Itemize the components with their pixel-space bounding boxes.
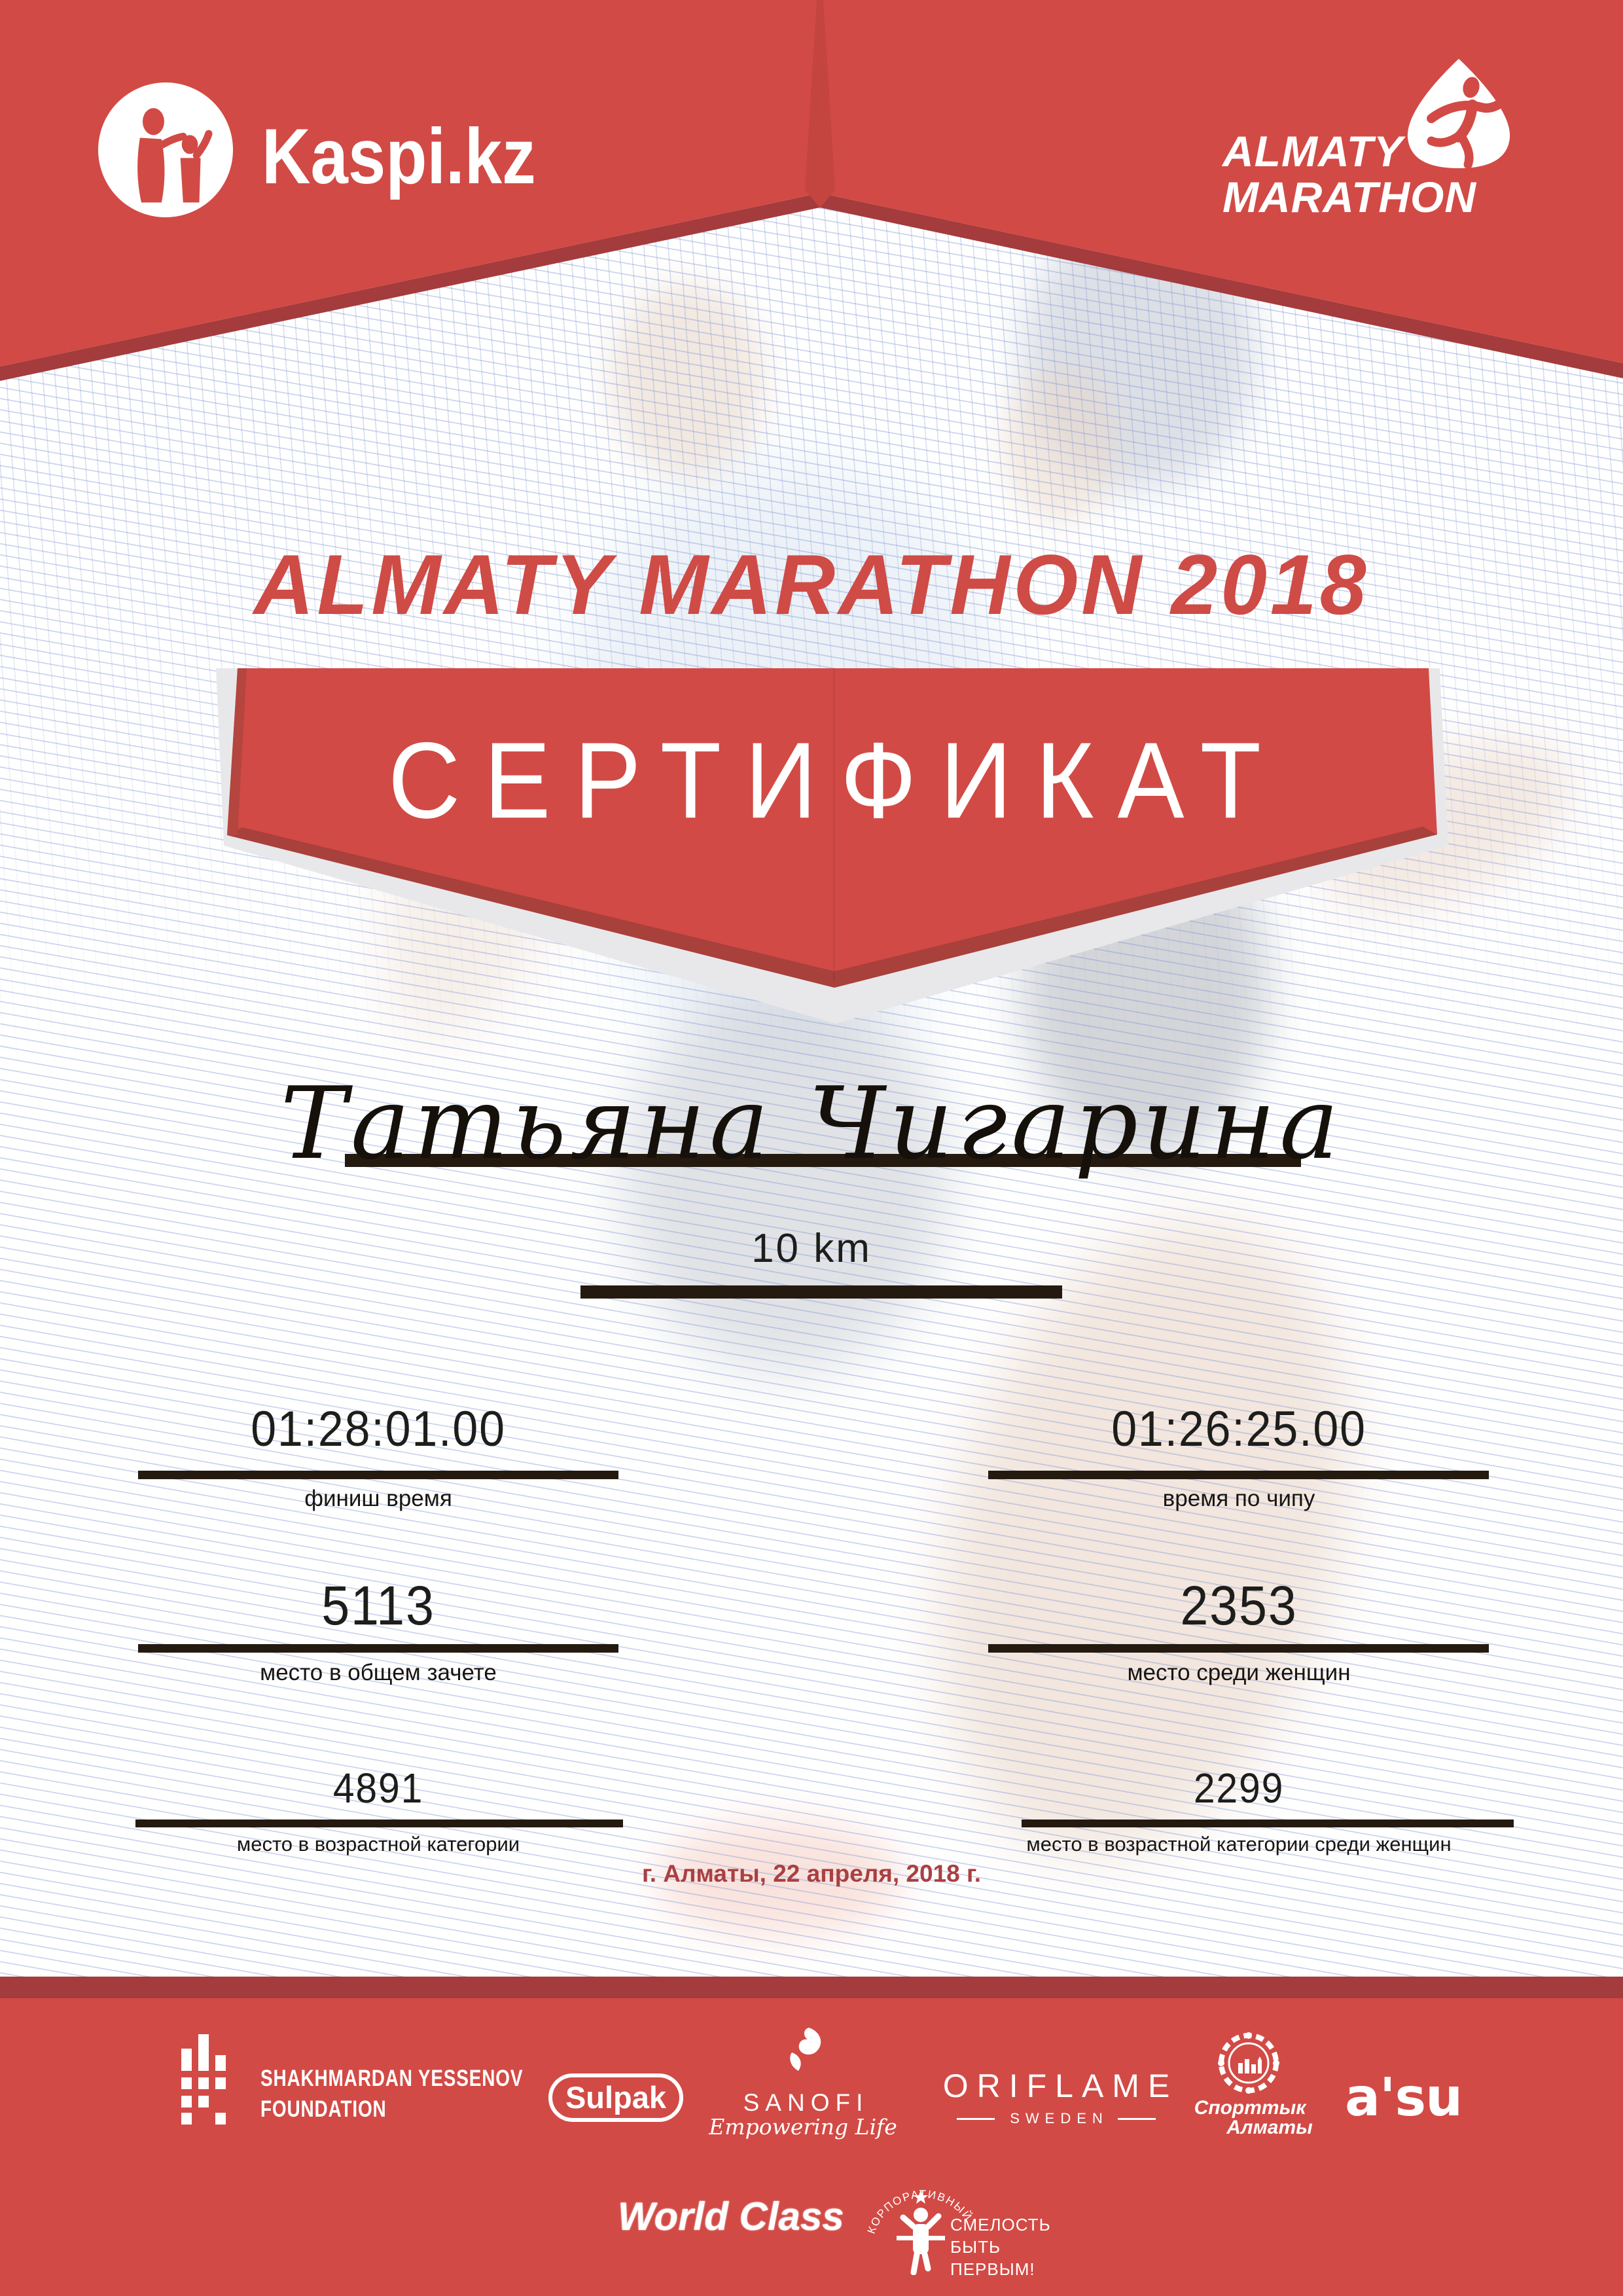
divider-bar bbox=[988, 1644, 1489, 1653]
date-location-line: г. Алматы, 22 апреля, 2018 г. bbox=[642, 1860, 981, 1887]
divider-bar bbox=[988, 1471, 1489, 1479]
yessenov-line1: SHAKHMARDAN YESSENOV bbox=[260, 2066, 524, 2091]
marathon-logo-line1: ALMATY bbox=[1222, 127, 1404, 175]
sanofi-bird-icon bbox=[790, 2028, 821, 2071]
sulpak-logo: Sulpak bbox=[548, 2073, 683, 2122]
stat-age-place-label: место в возрастной категории bbox=[236, 1833, 520, 1856]
stat-finish-time-label: финиш время bbox=[304, 1486, 452, 1511]
divider-bar bbox=[138, 1471, 618, 1479]
banner-title: СЕРТИФИКАТ bbox=[387, 720, 1285, 841]
photo-blob-female-face bbox=[1001, 367, 1119, 524]
yessenov-foundation-icon bbox=[181, 2034, 226, 2125]
sulpak-text: Sulpak bbox=[565, 2080, 667, 2115]
stat-age-women-place-value: 2299 bbox=[1193, 1765, 1285, 1812]
yessenov-line2: FOUNDATION bbox=[260, 2096, 387, 2122]
certificate-banner: СЕРТИФИКАТ bbox=[196, 655, 1453, 1047]
distance-value: 10 km bbox=[751, 1226, 872, 1271]
divider-bar bbox=[138, 1644, 618, 1653]
fund-slogan-line2: БЫТЬ bbox=[950, 2237, 1001, 2257]
stat-women-place-value: 2353 bbox=[1180, 1575, 1298, 1636]
oriflame-wordmark: ORIFLAME bbox=[942, 2068, 1179, 2104]
kaspi-logo-text: Kaspi.kz bbox=[262, 113, 536, 200]
name-underline-bar bbox=[345, 1154, 1301, 1167]
stat-chip-time-label: время по чипу bbox=[1162, 1486, 1315, 1511]
stat-age-place-value: 4891 bbox=[332, 1765, 424, 1812]
distance-underline-bar bbox=[580, 1285, 1062, 1299]
participant-name: Татьяна Чигарина bbox=[280, 1066, 1343, 1181]
stat-overall-place-label: место в общем зачете bbox=[260, 1660, 497, 1685]
event-title: ALMATY MARATHON 2018 bbox=[253, 537, 1370, 632]
oriflame-rule-right bbox=[1117, 2117, 1156, 2120]
footer-dark-strip bbox=[0, 1977, 1623, 1998]
marathon-logo-runner-icon bbox=[1407, 58, 1510, 169]
banner-center-seam bbox=[833, 668, 835, 981]
oriflame-rule-left bbox=[957, 2117, 995, 2120]
sanofi-wordmark: SANOFI bbox=[743, 2089, 869, 2116]
marathon-logo-text: ALMATY MARATHON bbox=[1222, 128, 1476, 220]
photo-blob-male-head bbox=[609, 281, 766, 478]
stat-overall-place-value: 5113 bbox=[321, 1575, 435, 1636]
oriflame-sweden-row: SWEDEN bbox=[925, 2110, 1187, 2127]
stat-chip-time-value: 01:26:25.00 bbox=[1111, 1401, 1366, 1457]
sport-almaty-emblem-icon bbox=[1218, 2032, 1279, 2094]
divider-bar bbox=[135, 1820, 623, 1827]
kaspi-logo-icon bbox=[98, 82, 233, 217]
photo-blob-shorts bbox=[622, 982, 949, 1374]
oriflame-sweden-text: SWEDEN bbox=[1010, 2110, 1109, 2126]
sport-almaty-text-line1: Спорттык bbox=[1194, 2097, 1306, 2119]
stat-finish-time-value: 01:28:01.00 bbox=[251, 1401, 506, 1457]
sanofi-tagline: Empowering Life bbox=[709, 2114, 897, 2140]
fund-slogan-text: СМЕЛОСТЬ БЫТЬ ПЕРВЫМ! bbox=[950, 2214, 1051, 2280]
fund-torch-icon: КОРПОРАТИВНЫЙ ФОНД bbox=[865, 2170, 976, 2275]
fund-slogan-line1: СМЕЛОСТЬ bbox=[950, 2215, 1051, 2234]
sport-almaty-text-line2: Алматы bbox=[1226, 2117, 1313, 2138]
divider-bar bbox=[1022, 1820, 1514, 1827]
stat-women-place-label: место среди женщин bbox=[1127, 1660, 1351, 1685]
world-class-logo: World Class bbox=[618, 2195, 844, 2238]
yessenov-foundation-text: SHAKHMARDAN YESSENOV FOUNDATION bbox=[260, 2063, 523, 2125]
asu-logo: a'su bbox=[1345, 2067, 1463, 2128]
fund-slogan-line3: ПЕРВЫМ! bbox=[950, 2259, 1035, 2279]
marathon-logo-line2: MARATHON bbox=[1222, 173, 1477, 221]
photo-blob-shoe bbox=[654, 1820, 903, 1937]
stat-age-women-place-label: место в возрастной категории среди женщи… bbox=[1026, 1833, 1452, 1856]
